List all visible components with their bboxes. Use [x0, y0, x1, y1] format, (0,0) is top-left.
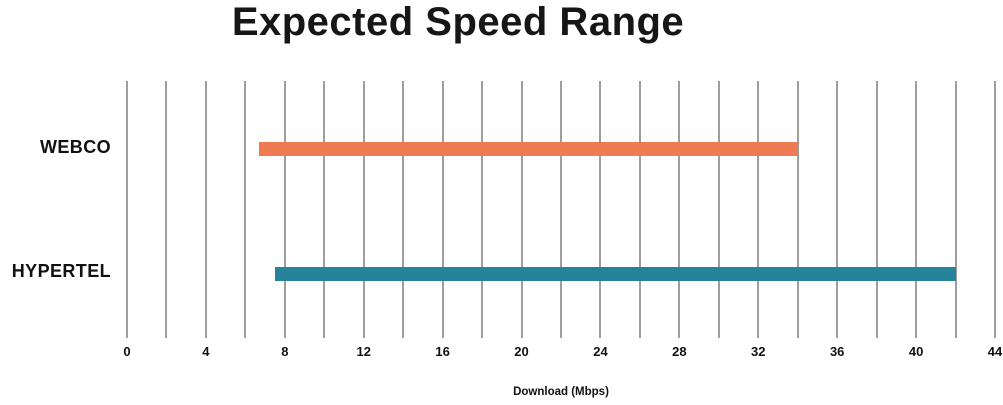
- gridline: [638, 81, 641, 338]
- gridline: [599, 81, 602, 338]
- x-tick-label: 20: [514, 344, 529, 359]
- gridline: [678, 81, 681, 338]
- gridline: [954, 81, 957, 338]
- gridline: [323, 81, 326, 338]
- category-label-hypertel: HYPERTEL: [11, 260, 111, 281]
- x-tick-label: 8: [281, 344, 289, 359]
- gridline: [165, 81, 168, 338]
- gridline: [796, 81, 799, 338]
- x-tick-label: 0: [123, 344, 131, 359]
- gridline: [560, 81, 562, 338]
- x-tick-label: 4: [202, 344, 210, 359]
- gridline: [283, 81, 286, 338]
- x-tick-label: 36: [829, 344, 845, 359]
- gridline: [481, 81, 484, 338]
- gridline: [757, 81, 760, 338]
- gridline: [402, 81, 405, 338]
- x-axis-label: Download (Mbps): [513, 386, 609, 398]
- gridline: [994, 81, 996, 338]
- x-tick-label: 12: [356, 344, 371, 359]
- x-tick-label: 44: [987, 344, 1003, 359]
- gridline: [836, 81, 839, 338]
- gridline: [717, 81, 720, 338]
- gridline: [915, 81, 918, 338]
- gridline: [441, 81, 444, 338]
- gridline: [875, 81, 878, 338]
- range-bar-webco: [259, 141, 798, 156]
- range-bar-hypertel: [274, 267, 956, 282]
- x-tick-label: 16: [435, 344, 450, 359]
- x-tick-label: 24: [593, 344, 608, 359]
- gridline: [244, 81, 247, 338]
- x-tick-label: 28: [672, 344, 687, 359]
- gridline: [520, 81, 523, 338]
- gridline: [126, 81, 128, 338]
- x-tick-label: 40: [908, 344, 924, 359]
- x-tick-label: 32: [751, 344, 766, 359]
- gridline: [362, 81, 365, 338]
- gridline: [204, 81, 207, 338]
- category-label-webco: WEBCO: [40, 136, 111, 157]
- chart-title: Expected Speed Range: [231, 0, 685, 44]
